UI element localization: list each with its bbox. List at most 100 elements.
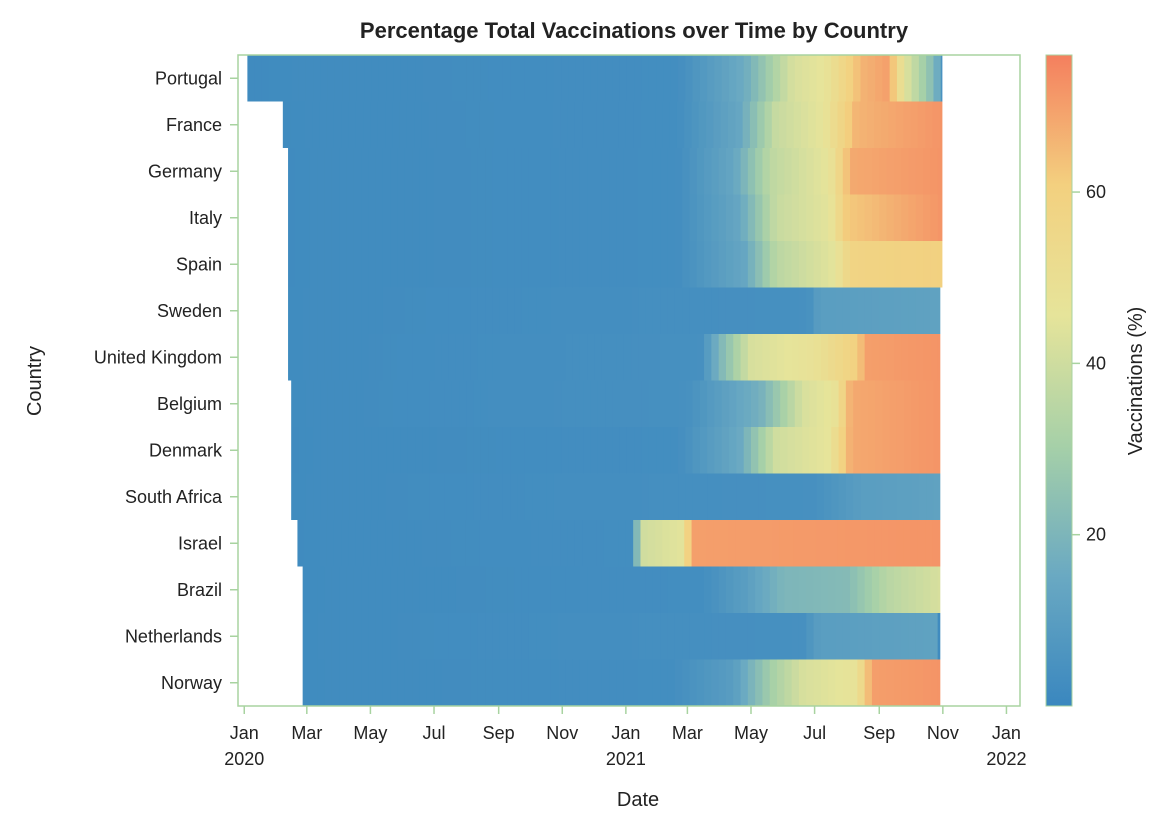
- heatmap-cell: [532, 55, 540, 102]
- heatmap-cell: [915, 148, 924, 195]
- heatmap-cell: [492, 566, 501, 613]
- heatmap-cell: [392, 520, 401, 567]
- heatmap-cell: [835, 148, 844, 195]
- heatmap-cell: [857, 659, 866, 706]
- heatmap-cell: [441, 287, 450, 334]
- heatmap-cell: [889, 473, 898, 520]
- heatmap-cell: [725, 613, 734, 660]
- heatmap-cell: [901, 148, 910, 195]
- heatmap-cell: [507, 148, 515, 195]
- heatmap-cell: [691, 520, 700, 567]
- heatmap-cell: [470, 334, 479, 381]
- heatmap-cell: [470, 566, 479, 613]
- heatmap-cell: [302, 613, 311, 660]
- heatmap-cell: [674, 287, 683, 334]
- heatmap-cell: [355, 520, 364, 567]
- heatmap-cell: [254, 55, 263, 102]
- heatmap-cell: [638, 659, 647, 706]
- heatmap-cell: [896, 380, 905, 427]
- heatmap-cell: [777, 287, 785, 334]
- heatmap-cell: [605, 427, 613, 474]
- heatmap-cell: [324, 241, 333, 288]
- heatmap-cell: [393, 427, 402, 474]
- heatmap-cell: [830, 520, 839, 567]
- heatmap-cell: [813, 241, 822, 288]
- heatmap-cell: [689, 613, 698, 660]
- heatmap-cell: [835, 659, 844, 706]
- heatmap-cell: [375, 148, 384, 195]
- heatmap-cell: [502, 380, 511, 427]
- heatmap-cell: [579, 659, 588, 706]
- heatmap-cell: [594, 659, 603, 706]
- heatmap-cell: [733, 613, 742, 660]
- heatmap-cell: [375, 334, 384, 381]
- heatmap-cell: [419, 659, 428, 706]
- heatmap-cell: [740, 241, 749, 288]
- heatmap-cell: [791, 148, 800, 195]
- heatmap-row: [302, 613, 941, 660]
- heatmap-cell: [514, 613, 523, 660]
- heatmap-cell: [879, 613, 888, 660]
- colorbar: [1045, 54, 1073, 707]
- heatmap-cell: [368, 613, 377, 660]
- heatmap-cell: [361, 334, 369, 381]
- heatmap-cell: [477, 287, 486, 334]
- heatmap-cell: [923, 566, 931, 613]
- heatmap-cell: [451, 473, 460, 520]
- heatmap-cell: [521, 613, 530, 660]
- heatmap-cell: [704, 613, 712, 660]
- heatmap-cell: [735, 101, 744, 148]
- heatmap-cell: [823, 380, 832, 427]
- heatmap-cell: [514, 241, 523, 288]
- heatmap-cell: [725, 148, 734, 195]
- heatmap-cell: [633, 520, 642, 567]
- heatmap-cell: [626, 427, 635, 474]
- heatmap-cell: [309, 148, 318, 195]
- heatmap-cell: [324, 287, 333, 334]
- heatmap-cell: [896, 473, 905, 520]
- heatmap-cell: [612, 427, 621, 474]
- heatmap-row: [288, 194, 943, 241]
- heatmap-cell: [842, 613, 851, 660]
- heatmap-cell: [451, 55, 460, 102]
- heatmap-cell: [334, 380, 343, 427]
- heatmap-cell: [371, 473, 380, 520]
- heatmap-cell: [704, 334, 712, 381]
- heatmap-cell: [645, 566, 654, 613]
- heatmap-cell: [696, 148, 705, 195]
- heatmap-cell: [725, 334, 734, 381]
- heatmap-cell: [619, 55, 628, 102]
- heatmap-cell: [874, 520, 882, 567]
- heatmap-cell: [305, 380, 314, 427]
- heatmap-cell: [572, 287, 581, 334]
- heatmap-cell: [422, 473, 431, 520]
- heatmap-cell: [842, 659, 851, 706]
- heatmap-cell: [553, 380, 562, 427]
- heatmap-cell: [815, 101, 824, 148]
- heatmap-cell: [546, 55, 555, 102]
- heatmap-cell: [342, 427, 351, 474]
- heatmap-cell: [857, 287, 866, 334]
- heatmap-cell: [590, 473, 599, 520]
- heatmap-cell: [488, 427, 497, 474]
- heatmap-cell: [682, 334, 691, 381]
- heatmap-cell: [696, 194, 705, 241]
- heatmap-cell: [777, 194, 785, 241]
- heatmap-cell: [740, 194, 749, 241]
- heatmap-cell: [331, 659, 340, 706]
- heatmap-cell: [353, 148, 362, 195]
- heatmap-cell: [667, 194, 676, 241]
- heatmap-cell: [455, 566, 464, 613]
- heatmap-cell: [553, 55, 562, 102]
- heatmap-cell: [769, 287, 778, 334]
- heatmap-cell: [414, 520, 423, 567]
- heatmap-cell: [324, 566, 333, 613]
- heatmap-cell: [479, 520, 488, 567]
- heatmap-cell: [736, 473, 745, 520]
- heatmap-cell: [444, 55, 453, 102]
- heatmap-cell: [346, 287, 355, 334]
- heatmap-cell: [772, 55, 781, 102]
- heatmap-cell: [415, 427, 424, 474]
- heatmap-cell: [370, 101, 379, 148]
- heatmap-cell: [645, 148, 654, 195]
